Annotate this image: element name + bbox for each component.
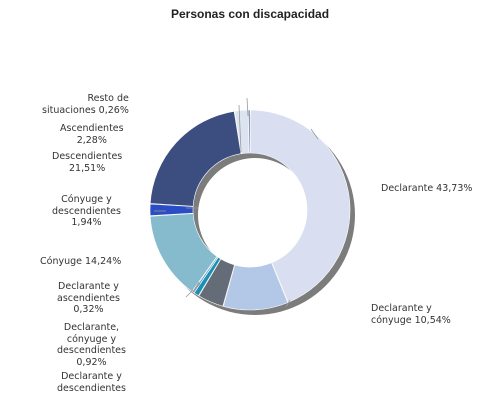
slice-label-9-line-0: Resto de bbox=[87, 93, 129, 104]
slice-label-3-line-0: Declarante, bbox=[63, 322, 120, 333]
slice-label-5: Cónyuge 14,24% bbox=[40, 256, 121, 268]
slice-6[interactable] bbox=[149, 203, 194, 216]
slice-label-6: Cónyuge y descendientes 1,94% bbox=[52, 194, 121, 229]
slice-label-9-line-1: situaciones 0,26% bbox=[42, 104, 129, 116]
slice-2[interactable] bbox=[198, 258, 235, 307]
leader-line-4 bbox=[193, 283, 201, 291]
slice-label-8-line-1: 2,28% bbox=[76, 134, 107, 146]
slice-4[interactable] bbox=[192, 256, 219, 294]
slice-5[interactable] bbox=[149, 213, 218, 292]
slice-label-3-line-1: cónyuge y bbox=[66, 333, 117, 345]
slice-label-4-line-1: ascendientes bbox=[57, 292, 120, 304]
slice-label-8-line-0: Ascendientes bbox=[60, 123, 124, 134]
slice-1[interactable] bbox=[223, 262, 289, 311]
chart-title: Personas con discapacidad bbox=[170, 7, 330, 21]
slice-label-4: Declarante y ascendientes 0,32% bbox=[57, 281, 120, 316]
slice-0[interactable] bbox=[250, 109, 351, 303]
leader-line-2 bbox=[192, 281, 200, 293]
leader-line-0 bbox=[310, 128, 319, 140]
slice-label-8: Ascendientes 2,28% bbox=[60, 123, 124, 146]
slice-label-2-line-1: descendientes bbox=[57, 382, 126, 394]
leader-line-1 bbox=[285, 299, 291, 308]
slice-label-6-line-0: Cónyuge y bbox=[61, 194, 112, 205]
slice-label-3-line-2: descendientes bbox=[57, 345, 126, 356]
slice-label-2: Declarante y descendientes bbox=[57, 371, 126, 394]
slice-9[interactable] bbox=[248, 109, 251, 154]
slice-label-1: Declarante y cónyuge 10,54% bbox=[371, 303, 451, 326]
slice-label-7: Descendientes 21,51% bbox=[52, 151, 122, 174]
slice-label-0-line-0: Declarante 43,73% bbox=[381, 183, 473, 194]
slice-label-3: Declarante, cónyuge y descendientes 0,92% bbox=[57, 322, 126, 368]
leader-line-3 bbox=[185, 289, 194, 298]
slice-label-6-line-2: 1,94% bbox=[71, 217, 102, 228]
slice-label-3-line-3: 0,92% bbox=[76, 356, 107, 368]
slice-label-6-line-1: descendientes bbox=[52, 205, 121, 217]
leader-line-8 bbox=[246, 97, 249, 117]
leader-line-7 bbox=[238, 104, 242, 153]
slice-label-7-line-1: 21,51% bbox=[69, 162, 106, 174]
slice-label-7-line-0: Descendientes bbox=[52, 151, 123, 162]
slice-label-1-line-0: Declarante y bbox=[371, 303, 432, 314]
slice-label-9: Resto de situaciones 0,26% bbox=[42, 93, 129, 116]
slice-label-5-line-0: Cónyuge 14,24% bbox=[40, 256, 122, 267]
slice-7[interactable] bbox=[149, 110, 242, 207]
slice-label-0: Declarante 43,73% bbox=[381, 183, 472, 195]
slice-label-1-line-1: cónyuge 10,54% bbox=[371, 314, 451, 326]
slice-label-4-line-2: 0,32% bbox=[73, 304, 104, 315]
slice-label-2-line-0: Declarante y bbox=[61, 371, 122, 382]
slice-label-4-line-0: Declarante y bbox=[58, 281, 119, 292]
